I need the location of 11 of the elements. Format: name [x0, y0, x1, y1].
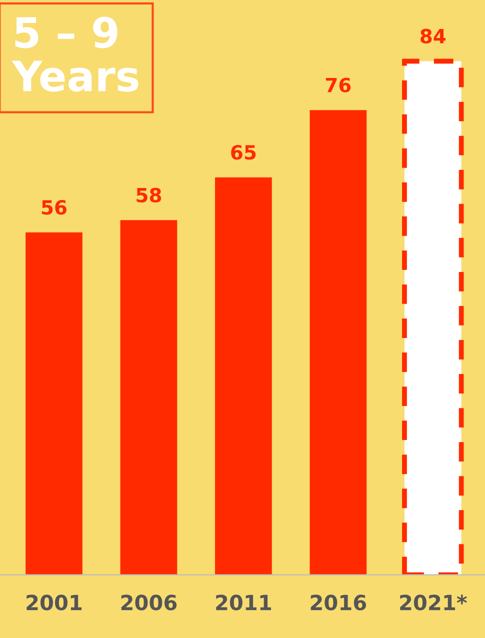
data-label: 84 [420, 28, 446, 44]
x-tick-label: 2021* [400, 594, 467, 610]
text: 5 – 9 Years [12, 16, 138, 92]
data-label: 65 [231, 145, 256, 160]
data-label: 56 [42, 200, 66, 215]
x-tick-label: 2001 [26, 594, 82, 610]
x-tick-label: 2011 [216, 594, 272, 610]
data-label: 76 [326, 78, 351, 92]
x-tick-label: 2006 [121, 594, 177, 610]
x-tick-label: 2016 [310, 594, 366, 610]
data-label: 58 [136, 188, 162, 202]
